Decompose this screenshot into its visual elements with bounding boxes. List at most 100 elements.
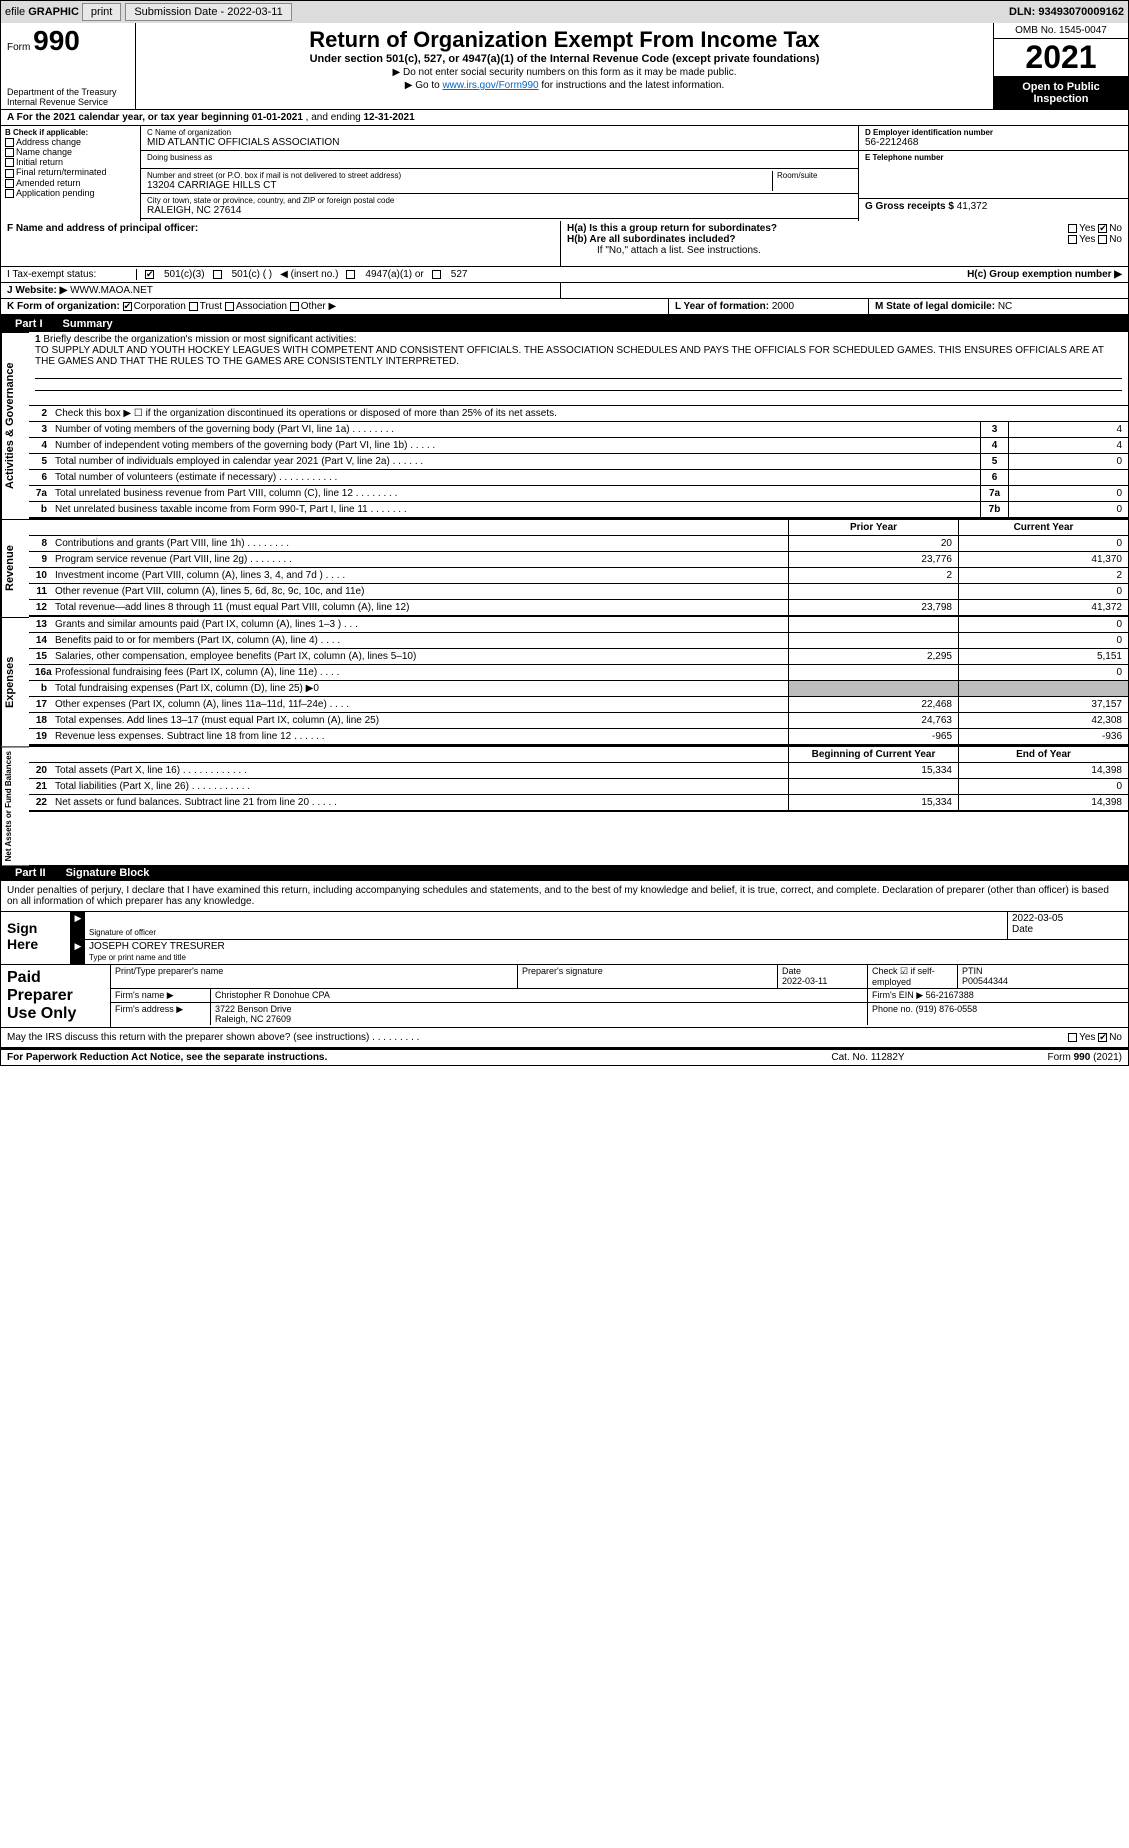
- row-fh: F Name and address of principal officer:…: [1, 221, 1128, 267]
- f-lbl: F Name and address of principal officer:: [7, 223, 198, 234]
- l21-num: 21: [29, 779, 53, 794]
- submission-button[interactable]: Submission Date - 2022-03-11: [125, 3, 291, 21]
- chk-501c3[interactable]: [145, 270, 154, 279]
- prep-check: Check ☑ if self-employed: [868, 965, 958, 988]
- col-c: C Name of organization MID ATLANTIC OFFI…: [141, 126, 858, 221]
- hb-lbl: H(b) Are all subordinates included?: [567, 234, 736, 245]
- chk-527[interactable]: [432, 270, 441, 279]
- l17-txt: Other expenses (Part IX, column (A), lin…: [53, 697, 788, 712]
- declaration: Under penalties of perjury, I declare th…: [1, 881, 1128, 912]
- may-discuss-row: May the IRS discuss this return with the…: [1, 1028, 1128, 1049]
- l5-txt: Total number of individuals employed in …: [53, 454, 980, 469]
- j-right: [561, 283, 1128, 298]
- sig-name: JOSEPH COREY TRESURERType or print name …: [85, 940, 1128, 964]
- col-b: B Check if applicable: Address change Na…: [1, 126, 141, 221]
- print-button[interactable]: print: [82, 3, 121, 21]
- chk-discuss-yes[interactable]: [1068, 1033, 1077, 1042]
- l8-prior: 20: [788, 536, 958, 551]
- line-2: 2Check this box ▶ ☐ if the organization …: [29, 406, 1128, 422]
- chk-corp[interactable]: [123, 302, 132, 311]
- l22-boy: 15,334: [788, 795, 958, 810]
- l10-prior: 2: [788, 568, 958, 583]
- street-val: 13204 CARRIAGE HILLS CT: [147, 180, 277, 191]
- l5-val: 0: [1008, 454, 1128, 469]
- l15-txt: Salaries, other compensation, employee b…: [53, 649, 788, 664]
- org-name-lbl: C Name of organization: [147, 128, 852, 137]
- gross-row: G Gross receipts $ 41,372: [859, 199, 1128, 221]
- l7b-txt: Net unrelated business taxable income fr…: [53, 502, 980, 517]
- chk-amended[interactable]: Amended return: [5, 178, 136, 188]
- chk-4947[interactable]: [346, 270, 355, 279]
- efile-badge: efile GRAPHIC print: [5, 3, 121, 21]
- chk-other[interactable]: [290, 302, 299, 311]
- note2-pre: ▶ Go to: [405, 80, 443, 91]
- l17-prior: 22,468: [788, 697, 958, 712]
- l7a-box: 7a: [980, 486, 1008, 501]
- b-header: B Check if applicable:: [5, 128, 136, 137]
- line-17: 17Other expenses (Part IX, column (A), l…: [29, 697, 1128, 713]
- l14-curr: 0: [958, 633, 1128, 648]
- line-14: 14Benefits paid to or for members (Part …: [29, 633, 1128, 649]
- summary-governance: Activities & Governance 1 Briefly descri…: [1, 332, 1128, 519]
- chk-501c[interactable]: [213, 270, 222, 279]
- tax-year: 2021: [994, 39, 1128, 77]
- ein-row: D Employer identification number 56-2212…: [859, 126, 1128, 151]
- assoc-label: Association: [236, 301, 287, 312]
- l18-txt: Total expenses. Add lines 13–17 (must eq…: [53, 713, 788, 728]
- sig-line-2: ▶ JOSEPH COREY TRESURERType or print nam…: [71, 940, 1128, 964]
- line-10: 10Investment income (Part VIII, column (…: [29, 568, 1128, 584]
- l18-num: 18: [29, 713, 53, 728]
- part2-tab: Part II: [5, 865, 56, 881]
- vert-expenses: Expenses: [1, 617, 29, 746]
- paid-label: Paid Preparer Use Only: [1, 965, 111, 1027]
- line-20: 20Total assets (Part X, line 16) . . . .…: [29, 763, 1128, 779]
- mission-value: TO SUPPLY ADULT AND YOUTH HOCKEY LEAGUES…: [35, 345, 1104, 367]
- line-3: 3Number of voting members of the governi…: [29, 422, 1128, 438]
- street-row: Number and street (or P.O. box if mail i…: [141, 169, 858, 194]
- line-16a: 16aProfessional fundraising fees (Part I…: [29, 665, 1128, 681]
- chk-name[interactable]: Name change: [5, 147, 136, 157]
- form-label: Form: [7, 42, 30, 53]
- chk-final[interactable]: Final return/terminated: [5, 167, 136, 177]
- l9-prior: 23,776: [788, 552, 958, 567]
- vert-revenue: Revenue: [1, 519, 29, 617]
- l3-num: 3: [29, 422, 53, 437]
- l11-txt: Other revenue (Part VIII, column (A), li…: [53, 584, 788, 599]
- chk-discuss-no[interactable]: [1098, 1033, 1107, 1042]
- sig-date-lbl: Date: [1012, 924, 1033, 935]
- hb-yes: Yes: [1079, 234, 1095, 245]
- discuss-no: No: [1109, 1032, 1122, 1043]
- chk-application[interactable]: Application pending: [5, 188, 136, 198]
- part1-bar: Part I Summary: [1, 316, 1128, 332]
- net-body: Beginning of Current YearEnd of Year 20T…: [29, 746, 1128, 865]
- paid-preparer-grid: Paid Preparer Use Only Print/Type prepar…: [1, 965, 1128, 1028]
- irs-link[interactable]: www.irs.gov/Form990: [442, 80, 538, 91]
- form-number: 990: [33, 25, 80, 56]
- line-18: 18Total expenses. Add lines 13–17 (must …: [29, 713, 1128, 729]
- chk-initial[interactable]: Initial return: [5, 157, 136, 167]
- l4-val: 4: [1008, 438, 1128, 453]
- line-11: 11Other revenue (Part VIII, column (A), …: [29, 584, 1128, 600]
- chk-trust[interactable]: [189, 302, 198, 311]
- firm-phone: Phone no. (919) 876-0558: [868, 1003, 1128, 1025]
- l9-txt: Program service revenue (Part VIII, line…: [53, 552, 788, 567]
- l4-txt: Number of independent voting members of …: [53, 438, 980, 453]
- l10-txt: Investment income (Part VIII, column (A)…: [53, 568, 788, 583]
- header-left: Form 990 Department of the Treasury Inte…: [1, 23, 136, 109]
- paid-row-1: Print/Type preparer's name Preparer's si…: [111, 965, 1128, 989]
- l9-curr: 41,370: [958, 552, 1128, 567]
- line-13: 13Grants and similar amounts paid (Part …: [29, 617, 1128, 633]
- arrow-icon-2: ▶: [71, 940, 85, 964]
- current-col: Current Year: [958, 520, 1128, 535]
- phone-lbl: Phone no.: [872, 1004, 913, 1014]
- l7b-val: 0: [1008, 502, 1128, 517]
- l6-num: 6: [29, 470, 53, 485]
- chk-address[interactable]: Address change: [5, 137, 136, 147]
- ha-yes: Yes: [1079, 223, 1095, 234]
- l16a-curr: 0: [958, 665, 1128, 680]
- period-pre: A For the 2021 calendar year, or tax yea…: [7, 112, 252, 123]
- sig-name-lbl: Type or print name and title: [89, 953, 186, 962]
- chk-assoc[interactable]: [225, 302, 234, 311]
- l14-txt: Benefits paid to or for members (Part IX…: [53, 633, 788, 648]
- summary-netassets: Net Assets or Fund Balances Beginning of…: [1, 746, 1128, 865]
